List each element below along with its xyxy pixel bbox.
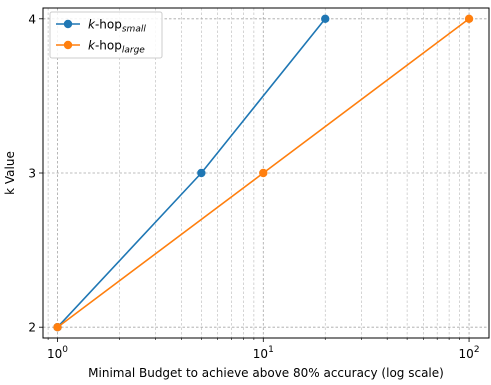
y-tick-label: 2 [28,321,36,335]
y-axis-label: k Value [3,151,17,195]
x-tick-label: 100 [47,345,68,361]
y-tick-label: 4 [28,12,36,26]
data-point-small [321,14,330,23]
data-point-large [53,323,62,332]
axis-ticks: 2 3 4 100 101 102 [28,12,479,361]
data-point-small [197,168,206,178]
legend-swatch-marker [63,40,73,50]
legend-swatch-marker [63,19,73,29]
x-axis-label: Minimal Budget to achieve above 80% accu… [88,366,444,380]
data-point-large [464,14,474,23]
x-tick-label: 101 [253,345,274,361]
legend-label: k-hopsmall [88,18,146,35]
plot-series [53,14,474,332]
legend-label: k-hoplarge [88,39,145,56]
legend: k-hopsmall k-hoplarge [49,11,163,59]
y-tick-label: 3 [28,167,36,181]
x-tick-label: 102 [459,345,480,361]
data-point-large [259,168,268,178]
